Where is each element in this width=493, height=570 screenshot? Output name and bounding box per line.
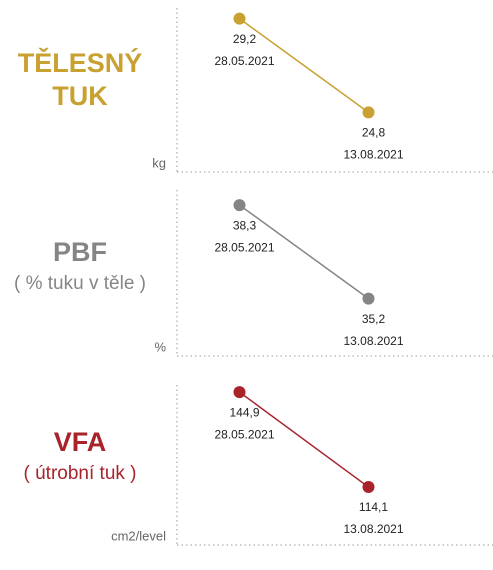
y-axis-label: cm2/level	[111, 528, 166, 543]
x-label: 13.08.2021	[343, 334, 403, 348]
x-label: 28.05.2021	[214, 427, 274, 441]
data-point	[362, 292, 375, 305]
chart-title: TĚLESNÝ TUK	[17, 48, 143, 111]
value-label: 114,1	[359, 500, 388, 514]
value-label: 38,3	[233, 218, 257, 232]
chart-subtitle: ( % tuku v těle )	[14, 272, 146, 294]
x-label: 13.08.2021	[343, 148, 403, 162]
series-line	[239, 18, 369, 113]
chart-heading: PBF ( % tuku v těle )	[0, 236, 160, 295]
data-point	[362, 106, 375, 119]
x-label: 13.08.2021	[343, 522, 403, 536]
value-label: 35,2	[362, 312, 386, 326]
data-point	[362, 481, 375, 494]
x-label: 28.05.2021	[214, 240, 274, 254]
chart-heading: VFA ( útrobní tuk )	[0, 426, 160, 485]
data-point	[233, 199, 246, 212]
data-point	[233, 12, 246, 25]
y-axis-label: %	[154, 339, 166, 354]
y-axis-label: kg	[152, 155, 166, 170]
series-line	[239, 204, 369, 300]
x-label: 28.05.2021	[214, 54, 274, 68]
chart-title: VFA	[53, 426, 107, 457]
chart-heading: TĚLESNÝ TUK	[0, 47, 160, 113]
series-line	[239, 391, 369, 488]
value-label: 24,8	[362, 126, 386, 140]
data-point	[233, 386, 246, 399]
value-label: 29,2	[233, 32, 257, 46]
chart-title: PBF	[53, 236, 107, 267]
value-label: 144,9	[229, 405, 259, 419]
chart-subtitle: ( útrobní tuk )	[23, 462, 137, 484]
